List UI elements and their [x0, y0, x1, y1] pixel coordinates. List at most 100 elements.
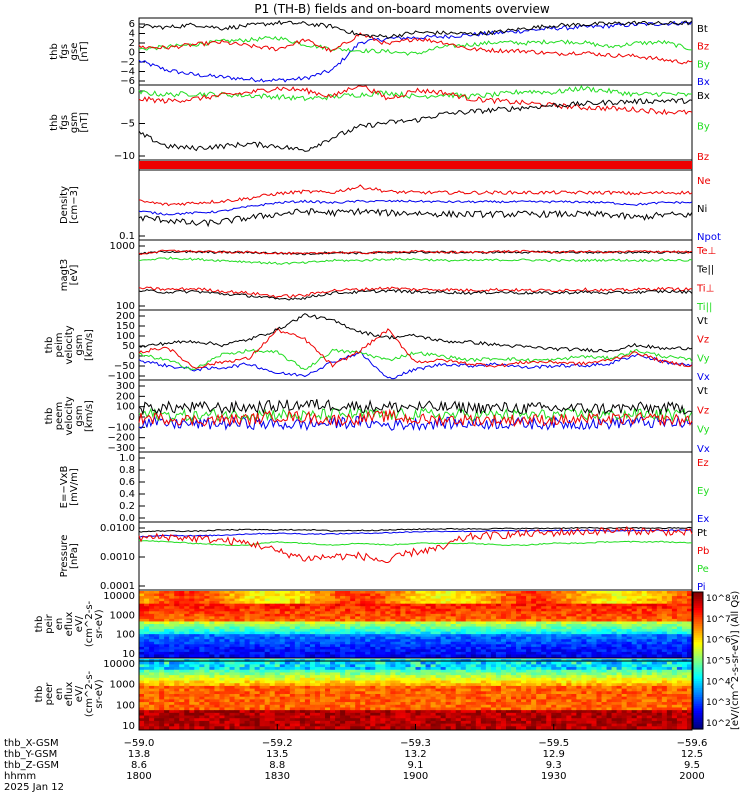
legend-temp-Ti: Ti⊥ — [696, 283, 714, 294]
series-pressure-Pe — [139, 540, 692, 545]
legend-fgs-gsm-By: By — [697, 122, 710, 133]
ytick-peer-1: 1000 — [110, 680, 135, 691]
xaxis-value-1-4: 12.5 — [681, 749, 703, 760]
legend-efield-Ez: Ez — [697, 458, 709, 469]
series-peim-Vx — [139, 351, 692, 379]
colorbar-tick-6: 10^2 — [706, 719, 731, 729]
legend-fgs-gse-Bt: Bt — [697, 24, 708, 35]
xaxis-value-1-0: 13.8 — [128, 749, 150, 760]
legend-peim-Vy: Vy — [697, 353, 710, 364]
legend-efield-Ey: Ey — [697, 486, 709, 497]
ytick-temp-0: 1000 — [110, 241, 135, 252]
ytick-peir-0: 10000 — [103, 591, 135, 602]
legend-peem-Vz: Vz — [697, 405, 709, 416]
xaxis-value-1-1: 13.5 — [266, 749, 288, 760]
legend-pressure-Pt: Pt — [697, 528, 707, 539]
legend-fgs-gse-Bx: Bx — [697, 77, 710, 88]
ytick-efield-1: 0.8 — [119, 465, 135, 476]
colorbar-tick-5: 10^3 — [706, 698, 731, 708]
ytick-efield-4: 0.2 — [119, 501, 135, 512]
ylabel-temp-1: [eV] — [69, 265, 80, 286]
series-density-Ni — [139, 209, 692, 226]
ytick-efield-3: 0.4 — [119, 489, 135, 500]
ylabel-peir-6: sr-eV) — [94, 609, 105, 638]
ylabel-peer-6: sr-eV) — [94, 679, 105, 708]
series-fgs-gsm-Bx — [139, 99, 692, 152]
xaxis-value-2-1: 8.8 — [269, 760, 285, 771]
series-fgs-gse-Bt — [139, 21, 692, 39]
ytick-fgs-gsm-0: 0 — [129, 86, 135, 97]
xaxis-value-3-4: 2000 — [679, 771, 704, 782]
legend-peem-Vy: Vy — [697, 425, 710, 436]
legend-peem-Vx: Vx — [697, 444, 710, 455]
colorbar-tick-1: 10^7 — [706, 615, 731, 625]
ylabel-density-1: [cm−3] — [69, 186, 80, 224]
legend-efield-Ex: Ex — [697, 514, 709, 525]
ytick-efield-0: 1.0 — [119, 453, 135, 464]
colorbar-tick-3: 10^5 — [706, 657, 731, 667]
series-peim-Vt — [139, 314, 692, 352]
ytick-peer-0: 10000 — [103, 659, 135, 670]
xaxis-value-3-3: 1930 — [541, 771, 566, 782]
ylabel-fgs-gse-3: [nT] — [79, 41, 90, 61]
ylabel-pressure-1: [nPa] — [69, 543, 80, 569]
legend-temp-Te: Te|| — [696, 265, 714, 276]
legend-peem-Vt: Vt — [697, 386, 708, 397]
panel-frame-efield — [139, 452, 692, 522]
xaxis-value-1-2: 13.2 — [404, 749, 426, 760]
xaxis-row-label-1: thb_Y-GSM — [4, 749, 57, 760]
series-peim-Vz — [139, 328, 692, 368]
panel-frame-density — [139, 170, 692, 240]
status-bar-red — [139, 161, 692, 169]
xaxis-row-label-2: thb_Z-GSM — [4, 760, 59, 771]
series-peem-Vx — [139, 417, 692, 431]
xaxis-value-0-2: −59.3 — [400, 738, 431, 749]
ytick-fgs-gsm-1: −5 — [120, 119, 135, 130]
xaxis-value-2-3: 9.3 — [546, 760, 562, 771]
xaxis-value-0-1: −59.2 — [262, 738, 293, 749]
ytick-peer-2: 100 — [116, 700, 135, 711]
legend-temp-Ti: Ti|| — [696, 302, 712, 313]
ylabel-fgs-gsm-3: [nT] — [79, 112, 90, 132]
ytick-peer-3: 10 — [122, 721, 135, 732]
ytick-fgs-gsm-2: −10 — [114, 151, 135, 162]
ytick-pressure-0: 0.0100 — [100, 523, 135, 534]
xaxis-value-2-4: 9.5 — [684, 760, 700, 771]
panel-frame-peim — [139, 310, 692, 380]
colorbar-tick-4: 10^4 — [706, 677, 731, 687]
legend-temp-Te: Te⊥ — [696, 246, 716, 257]
legend-density-Npot: Npot — [697, 232, 721, 243]
ytick-peir-1: 1000 — [110, 610, 135, 621]
colorbar — [693, 592, 703, 730]
xaxis-value-2-0: 8.6 — [131, 760, 147, 771]
legend-fgs-gse-By: By — [697, 59, 710, 70]
chart-title: P1 (TH-B) fields and on-board moments ov… — [254, 2, 550, 16]
spectrogram-peir — [139, 591, 693, 658]
legend-peim-Vt: Vt — [697, 316, 708, 327]
legend-pressure-Pe: Pe — [697, 564, 709, 575]
legend-fgs-gsm-Bx: Bx — [697, 91, 710, 102]
xaxis-value-3-1: 1830 — [265, 771, 290, 782]
xaxis-value-0-4: −59.6 — [677, 738, 708, 749]
xaxis-date: 2025 Jan 12 — [4, 782, 64, 793]
legend-fgs-gsm-Bz: Bz — [697, 152, 709, 163]
xaxis-value-0-3: −59.5 — [538, 738, 569, 749]
ylabel-peim-4: [km/s] — [84, 329, 95, 361]
legend-peim-Vz: Vz — [697, 335, 709, 346]
legend-density-Ne: Ne — [697, 176, 711, 187]
legend-fgs-gse-Bz: Bz — [697, 42, 709, 53]
legend-density-Ni: Ni — [697, 204, 707, 215]
series-temp-Ti_par — [139, 257, 692, 264]
ylabel-efield-1: [mV/m] — [69, 468, 80, 506]
series-fgs-gse-By — [139, 37, 692, 56]
ytick-peir-2: 100 — [116, 630, 135, 641]
legend-peim-Vx: Vx — [697, 372, 710, 383]
colorbar-label: [eV/(cm^2-s-sr-eV)] (All Qs) — [730, 591, 741, 730]
xaxis-value-2-2: 9.1 — [408, 760, 424, 771]
series-pressure-Pi — [139, 530, 692, 537]
xaxis-value-3-0: 1800 — [126, 771, 151, 782]
spectrogram-peer — [139, 659, 693, 730]
series-fgs-gse-Bz — [139, 33, 692, 64]
